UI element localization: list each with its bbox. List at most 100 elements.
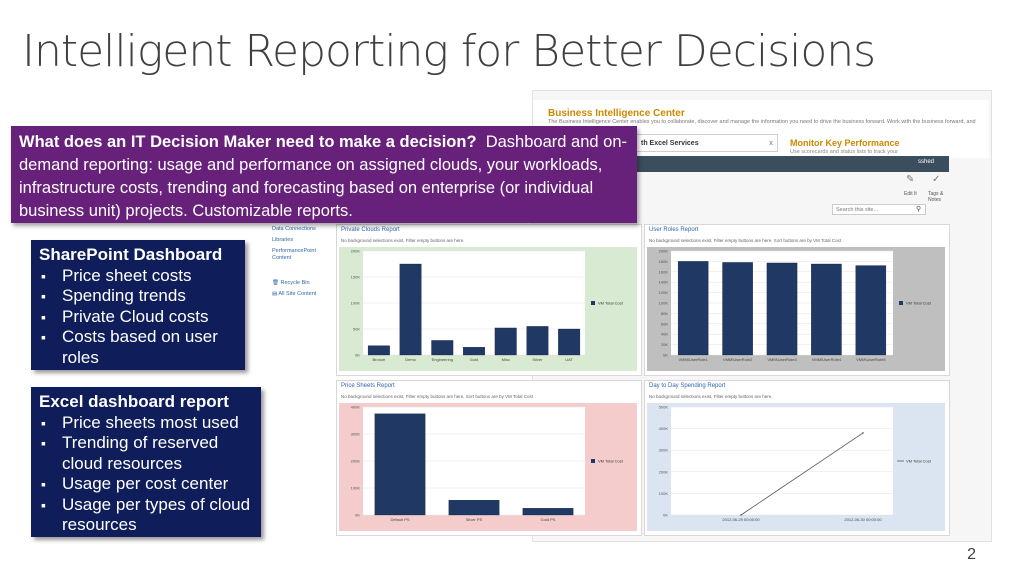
private-clouds-chart: 0K 50K 100K 150K 200K Bronze Demo Engineering Go… [339,247,637,371]
sharepoint-item: Spending trends [39,286,237,307]
legend-label: VM Total Cost [906,301,932,306]
sharepoint-item: Private Cloud costs [39,307,237,328]
x-tick-label: Bronze [373,357,386,362]
sharepoint-item: Price sheet costs [39,266,237,287]
callout-text: Dashboard and on-demand reporting: usage… [19,133,627,220]
data-point [862,432,864,434]
legend-swatch [591,301,595,305]
chart-svg: 0K 100K 200K 300K 400K Default PS Silver PS Gol… [339,403,637,531]
tag-icon[interactable]: ✓ [932,174,941,185]
y-tick-label: 40K [661,332,668,337]
ribbon-bar [533,156,949,172]
day-spending-filter: No background selections exist, Filter e… [649,394,773,399]
excel-item: Usage per types of cloud resources [39,495,253,536]
y-tick-label: 120K [659,290,669,295]
bar [399,263,422,356]
y-tick-label: 0K [663,513,668,518]
bar [526,326,549,356]
user-roles-chart: 0K 20K 40K 60K 80K 100K 120K 140K 160K 180K 200K VM… [647,247,945,371]
chart-svg: 0K 20K 40K 60K 80K 100K 120K 140K 160K 180K 200K VM… [647,247,945,371]
monitor-title: Monitor Key Performance [790,138,900,148]
x-tick-label: Default PS [390,517,409,522]
user-menu[interactable]: sshed [918,159,935,165]
sharepoint-dashboard-box: SharePoint Dashboard Price sheet costs S… [31,240,245,370]
close-icon[interactable]: x [769,140,773,147]
chart-svg: 0K 50K 100K 150K 200K Bronze Demo Engineering Go… [339,247,637,371]
nav-performancepoint[interactable]: PerformancePoint Content [272,248,317,261]
bar [855,265,887,356]
y-tick-label: 500K [659,405,669,410]
y-tick-label: 100K [659,301,669,306]
price-sheets-panel: Price Sheets Report No background select… [336,380,642,536]
slide-title: Intelligent Reporting for Better Decisio… [22,26,876,77]
bar [522,508,574,516]
legend-swatch [899,301,903,305]
bar [367,345,390,356]
y-tick-label: 150K [351,275,361,280]
nav-data-connections[interactable]: Data Connections [272,226,316,232]
x-tick-label: VMM\UserRole2 [723,357,753,362]
x-tick-label: Gold PS [541,517,556,522]
x-tick-label: Gold [470,357,478,362]
site-title: Business Intelligence Center [548,108,685,119]
callout-lead: What does an IT Decision Maker need to m… [19,133,477,151]
x-tick-label: Silver [532,357,543,362]
bar [448,500,500,516]
user-roles-filter: No background selections exist, Filter e… [649,238,842,243]
bar [811,263,842,356]
legend-label: VM Total Cost [906,459,932,464]
y-tick-label: 300K [659,448,669,453]
excel-dashboard-box: Excel dashboard report Price sheets most… [31,387,261,537]
tab-label: th Excel Services [641,140,699,147]
user-roles-panel: User Roles Report No background selectio… [644,224,950,376]
ribbon-icons: ✎ ✓ Edit It Tags & Notes [900,172,950,206]
excel-item: Usage per cost center [39,474,253,495]
legend-label: VM Total Cost [598,459,624,464]
private-clouds-panel: Private Clouds Report No background sele… [336,224,642,376]
y-tick-label: 60K [661,321,668,326]
y-tick-label: 400K [659,426,669,431]
all-content-label: All Site Content [278,291,317,297]
private-clouds-title: Private Clouds Report [341,227,400,233]
tags-notes-label: Tags & Notes [928,191,944,203]
y-tick-label: 0K [355,513,360,518]
search-input[interactable]: Search this site... [832,204,926,215]
y-tick-label: 100K [351,301,361,306]
private-clouds-filter: No background selections exist, Filter e… [341,238,465,243]
x-tick-label: VMM\UserRole4 [812,357,842,362]
y-tick-label: 200K [659,469,669,474]
x-tick-label: Misc [502,357,510,362]
price-sheets-title: Price Sheets Report [341,383,395,389]
plot-area [671,407,893,515]
excel-item: Price sheets most used [39,413,253,434]
y-tick-label: 400K [351,405,361,410]
x-tick-label: Silver PS [466,517,483,522]
y-tick-label: 300K [351,432,361,437]
x-tick-label: VMM\UserRole5 [856,357,886,362]
nav-libraries[interactable]: Libraries [272,237,294,243]
x-tick-label: Demo [405,357,416,362]
edit-icon[interactable]: ✎ [906,174,915,185]
excel-box-title: Excel dashboard report [39,392,229,411]
y-tick-label: 80K [661,311,668,316]
y-tick-label: 200K [351,459,361,464]
quick-launch: Data Connections Libraries PerformancePo… [272,226,336,302]
user-roles-title: User Roles Report [649,227,699,233]
day-spending-chart: 0K 100K 200K 300K 400K 500K 2012-06-29 00:00:0… [647,403,945,531]
nav-all-content[interactable]: ▤ All Site Content [272,291,317,297]
y-tick-label: 200K [351,249,361,254]
monitor-subtitle: Use scorecards and status lists to track… [790,149,898,155]
search-icon[interactable]: ⚲ [916,206,922,213]
legend-label: VM Total Cost [598,301,624,306]
bar [374,413,426,516]
nav-recycle-bin[interactable]: 🗑 Recycle Bin [272,280,310,286]
y-tick-label: 100K [659,491,669,496]
bar [722,262,753,356]
sharepoint-item: Costs based on user roles [39,327,237,368]
x-tick-label: VMM\UserRole3 [767,357,797,362]
excel-services-tab[interactable]: th Excel Services x [632,134,778,152]
recycle-label: Recycle Bin [280,280,310,286]
y-tick-label: 180K [659,259,669,264]
x-tick-label: UAT [565,357,573,362]
day-spending-title: Day to Day Spending Report [649,383,726,389]
